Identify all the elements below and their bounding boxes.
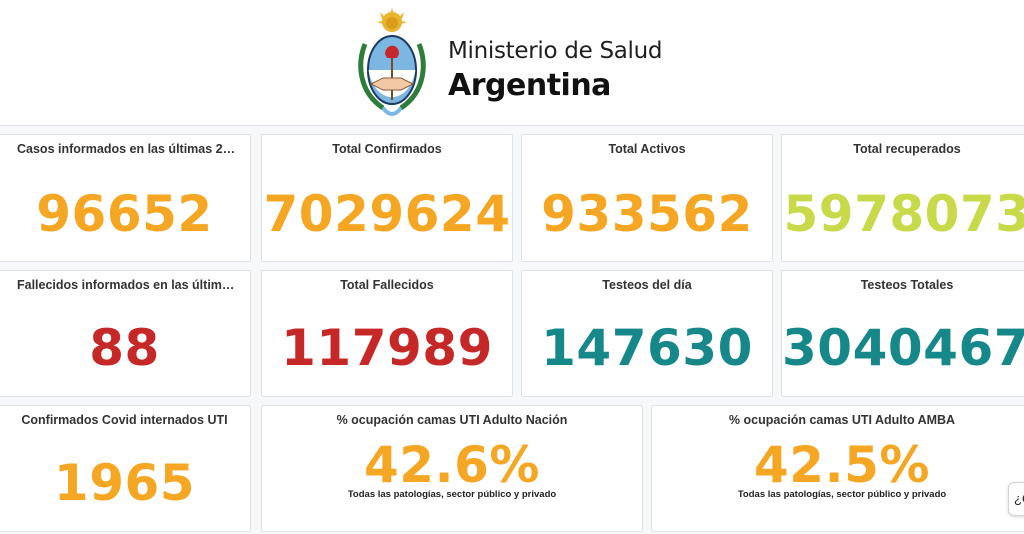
- card-value: 42.5%: [754, 436, 930, 494]
- card-subtitle: Todas las patologías, sector público y p…: [737, 489, 947, 500]
- card-total-confirmed: Total Confirmados 7029624: [261, 134, 513, 262]
- card-deaths-24h: Fallecidos informados en las últimas 24 …: [0, 270, 251, 397]
- card-value: 1965: [53, 454, 196, 512]
- card-cases-24h: Casos informados en las últimas 24 horas…: [0, 134, 251, 262]
- coat-of-arms-icon: [358, 8, 426, 116]
- card-total-active: Total Activos 933562: [521, 134, 773, 262]
- help-button[interactable]: ¿Q: [1008, 482, 1024, 516]
- card-value: 88: [89, 319, 160, 377]
- ministry-name: Ministerio de Salud: [448, 38, 663, 64]
- card-value: 933562: [541, 185, 753, 243]
- card-title: Fallecidos informados en las últimas 24 …: [17, 278, 250, 292]
- card-value: 147630: [541, 319, 753, 377]
- card-value: 96652: [36, 185, 213, 243]
- card-title: Total recuperados: [853, 142, 961, 156]
- card-title: Total Fallecidos: [340, 278, 434, 292]
- card-title: Testeos del día: [602, 278, 692, 292]
- card-value: 42.6%: [364, 436, 540, 494]
- card-title: Casos informados en las últimas 24 horas: [17, 142, 250, 156]
- card-title: Total Confirmados: [332, 142, 442, 156]
- card-tests-today: Testeos del día 147630: [521, 270, 773, 397]
- card-value: 30404671: [782, 319, 1024, 377]
- card-value: 5978073: [783, 185, 1024, 243]
- card-icu-occupancy-amba: % ocupación camas UTI Adulto AMBA 42.5% …: [651, 405, 1024, 532]
- card-title: Testeos Totales: [860, 278, 954, 292]
- card-title: Total Activos: [608, 142, 686, 156]
- card-title: % ocupación camas UTI Adulto AMBA: [728, 413, 956, 427]
- card-total-recovered: Total recuperados 5978073: [781, 134, 1024, 262]
- card-icu-confirmed: Confirmados Covid internados UTI 1965: [0, 405, 251, 532]
- card-title: % ocupación camas UTI Adulto Nación: [336, 413, 568, 427]
- header-banner: Ministerio de Salud Argentina: [0, 0, 1024, 126]
- card-subtitle: Todas las patologías, sector público y p…: [347, 489, 557, 500]
- card-value: 7029624: [263, 185, 511, 243]
- card-total-deaths: Total Fallecidos 117989: [261, 270, 513, 397]
- card-title: Confirmados Covid internados UTI: [21, 413, 228, 427]
- card-icu-occupancy-nation: % ocupación camas UTI Adulto Nación 42.6…: [261, 405, 643, 532]
- card-total-tests: Testeos Totales 30404671: [781, 270, 1024, 397]
- country-name: Argentina: [448, 68, 611, 103]
- card-value: 117989: [281, 319, 493, 377]
